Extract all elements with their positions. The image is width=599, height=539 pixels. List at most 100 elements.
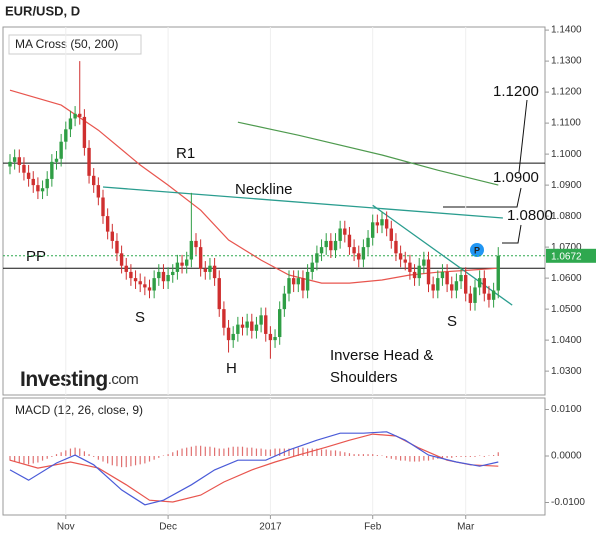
macd-label: MACD (12, 26, close, 9) bbox=[15, 403, 143, 417]
candle-body bbox=[491, 290, 496, 300]
watermark-suffix: .com bbox=[108, 371, 139, 388]
candle-body bbox=[87, 147, 91, 176]
candle-body bbox=[273, 337, 277, 341]
candle-body bbox=[217, 278, 221, 310]
candle-body bbox=[403, 259, 407, 263]
candle-body bbox=[26, 172, 31, 179]
panel-label: MA Cross (50, 200) bbox=[15, 37, 118, 51]
candle-body bbox=[394, 240, 398, 254]
candle-body bbox=[426, 259, 431, 285]
candle-body bbox=[291, 278, 296, 285]
candle-body bbox=[78, 113, 82, 117]
candle-body bbox=[143, 284, 147, 288]
target-connector bbox=[502, 224, 522, 244]
candle-body bbox=[50, 161, 54, 179]
candle-body bbox=[250, 321, 254, 331]
macd-y-tick-label: 0.0000 bbox=[551, 451, 582, 462]
candle-body bbox=[287, 278, 291, 294]
candle-body bbox=[357, 253, 361, 260]
macd-y-tick-label: -0.0100 bbox=[551, 497, 585, 508]
candle-body bbox=[352, 247, 356, 254]
candle-body bbox=[459, 275, 463, 282]
chart-title: EUR/USD, D bbox=[5, 3, 80, 18]
candle-body bbox=[129, 271, 133, 279]
candle-body bbox=[417, 265, 421, 279]
watermark: Investing.com bbox=[20, 368, 138, 391]
macd-y-tick-label: 0.0100 bbox=[551, 404, 582, 415]
candle-body bbox=[8, 161, 12, 167]
candle-body bbox=[68, 118, 73, 130]
candle-body bbox=[333, 240, 338, 251]
candle-body bbox=[324, 240, 328, 248]
candle-body bbox=[152, 278, 156, 291]
candle-body bbox=[301, 278, 305, 291]
candle-body bbox=[161, 271, 166, 282]
candle-body bbox=[398, 253, 403, 260]
candle-body bbox=[12, 157, 17, 162]
candle-body bbox=[464, 275, 468, 294]
candle-body bbox=[431, 284, 435, 291]
candle-body bbox=[482, 278, 486, 294]
candle-body bbox=[212, 265, 217, 279]
neckline bbox=[102, 186, 503, 219]
candle-body bbox=[31, 178, 35, 186]
candle-body bbox=[468, 293, 473, 303]
y-tick-label: 1.1200 bbox=[551, 87, 582, 98]
candle-body bbox=[92, 175, 96, 186]
candle-body bbox=[245, 321, 249, 328]
candle-body bbox=[371, 222, 375, 238]
candle-body bbox=[259, 315, 263, 325]
candle-body bbox=[64, 129, 68, 142]
candle-body bbox=[240, 324, 245, 328]
y-tick-label: 1.0600 bbox=[551, 273, 582, 284]
candle-body bbox=[138, 281, 142, 285]
macd-line bbox=[9, 431, 499, 506]
candle-body bbox=[338, 228, 342, 241]
pattern-annotation: S bbox=[135, 309, 145, 326]
candle-body bbox=[343, 228, 347, 235]
candle-body bbox=[477, 278, 482, 288]
candle-body bbox=[171, 271, 175, 276]
neckline-label: Neckline bbox=[235, 181, 293, 198]
candle-body bbox=[278, 309, 282, 338]
moving-average bbox=[9, 89, 499, 284]
pattern-annotation: S bbox=[447, 313, 457, 330]
candle-body bbox=[440, 271, 445, 279]
candle-body bbox=[189, 240, 194, 260]
candle-body bbox=[231, 333, 235, 341]
watermark-main: Investing bbox=[20, 368, 108, 391]
candle-body bbox=[226, 327, 231, 341]
candle-body bbox=[115, 240, 119, 254]
pattern-annotation: Inverse Head & bbox=[330, 347, 433, 364]
candle-body bbox=[366, 237, 370, 248]
candle-body bbox=[473, 287, 477, 303]
x-tick-label: Dec bbox=[159, 522, 177, 533]
target-label: 1.1200 bbox=[493, 83, 539, 100]
candle-body bbox=[408, 262, 412, 272]
y-tick-label: 1.0700 bbox=[551, 242, 582, 253]
candle-body bbox=[82, 116, 87, 148]
candle-body bbox=[194, 240, 198, 248]
y-tick-label: 1.0400 bbox=[551, 335, 582, 346]
candle-body bbox=[147, 287, 152, 291]
x-tick-label: Nov bbox=[57, 522, 75, 533]
candle-body bbox=[101, 197, 105, 217]
candle-body bbox=[119, 253, 124, 266]
candle-body bbox=[166, 275, 170, 282]
candle-body bbox=[319, 247, 324, 254]
candle-body bbox=[36, 185, 40, 192]
target-connector bbox=[443, 187, 522, 208]
candle-body bbox=[133, 278, 138, 282]
y-tick-label: 1.1000 bbox=[551, 149, 582, 160]
candle-body bbox=[384, 219, 389, 229]
candle-body bbox=[315, 253, 319, 263]
moving-average bbox=[237, 121, 499, 186]
target-connector bbox=[518, 99, 528, 173]
candle-body bbox=[454, 281, 459, 291]
y-tick-label: 1.0500 bbox=[551, 304, 582, 315]
target-label: 1.0900 bbox=[493, 169, 539, 186]
candle-body bbox=[450, 284, 454, 291]
y-tick-label: 1.1100 bbox=[551, 118, 581, 129]
pivot-icon-glyph: P bbox=[474, 245, 480, 255]
candle-body bbox=[361, 247, 366, 260]
